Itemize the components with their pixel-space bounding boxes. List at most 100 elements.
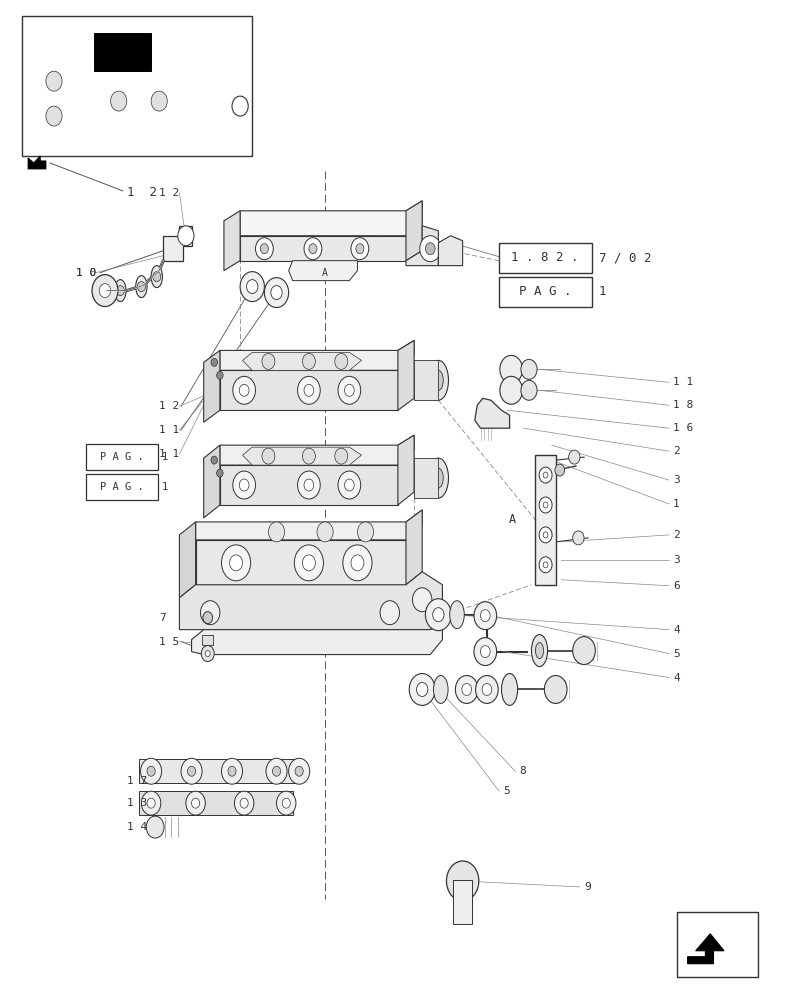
Ellipse shape bbox=[433, 370, 443, 390]
Circle shape bbox=[146, 816, 164, 838]
Circle shape bbox=[203, 612, 212, 624]
Ellipse shape bbox=[114, 280, 126, 302]
Text: 1: 1 bbox=[598, 285, 605, 298]
Circle shape bbox=[334, 353, 347, 369]
Circle shape bbox=[572, 531, 583, 545]
Text: 7: 7 bbox=[159, 613, 165, 623]
Polygon shape bbox=[474, 398, 509, 428]
Circle shape bbox=[419, 236, 440, 262]
Circle shape bbox=[217, 371, 223, 379]
Polygon shape bbox=[204, 350, 220, 422]
Circle shape bbox=[316, 522, 333, 542]
Text: P A G .: P A G . bbox=[518, 285, 571, 298]
Circle shape bbox=[268, 522, 285, 542]
Text: 1 5: 1 5 bbox=[159, 637, 179, 647]
Circle shape bbox=[416, 682, 427, 696]
Text: 2: 2 bbox=[672, 446, 679, 456]
Bar bbox=[202, 635, 213, 645]
Text: 1 1: 1 1 bbox=[159, 425, 179, 435]
Circle shape bbox=[46, 106, 62, 126]
Circle shape bbox=[572, 637, 594, 665]
Circle shape bbox=[211, 456, 217, 464]
Circle shape bbox=[262, 448, 275, 464]
Circle shape bbox=[240, 798, 248, 808]
Circle shape bbox=[178, 226, 194, 246]
Polygon shape bbox=[288, 261, 357, 281]
Circle shape bbox=[297, 376, 320, 404]
Bar bbox=[414, 360, 438, 400]
Polygon shape bbox=[397, 435, 414, 505]
Circle shape bbox=[425, 243, 435, 255]
Circle shape bbox=[543, 472, 547, 478]
Circle shape bbox=[474, 638, 496, 666]
Text: 3: 3 bbox=[672, 475, 679, 485]
Polygon shape bbox=[397, 340, 414, 410]
Circle shape bbox=[409, 674, 435, 705]
Circle shape bbox=[233, 376, 255, 404]
Polygon shape bbox=[195, 540, 406, 585]
Circle shape bbox=[228, 766, 236, 776]
Text: 1: 1 bbox=[161, 452, 168, 462]
Text: 5: 5 bbox=[672, 649, 679, 659]
Text: 1 0: 1 0 bbox=[75, 268, 96, 278]
Circle shape bbox=[147, 766, 155, 776]
Circle shape bbox=[350, 555, 363, 571]
Circle shape bbox=[262, 353, 275, 369]
Ellipse shape bbox=[135, 276, 147, 298]
Ellipse shape bbox=[433, 676, 448, 703]
Bar bbox=[453, 880, 472, 924]
Text: P A G .: P A G . bbox=[100, 482, 144, 492]
Circle shape bbox=[539, 557, 551, 573]
Ellipse shape bbox=[449, 601, 464, 629]
Bar bbox=[86, 474, 157, 500]
Circle shape bbox=[288, 758, 309, 784]
Polygon shape bbox=[220, 435, 414, 465]
Bar bbox=[22, 16, 252, 156]
Circle shape bbox=[500, 376, 522, 404]
Circle shape bbox=[271, 286, 282, 300]
Polygon shape bbox=[406, 226, 438, 266]
Circle shape bbox=[211, 358, 217, 366]
Circle shape bbox=[543, 676, 566, 703]
Polygon shape bbox=[534, 455, 555, 585]
Polygon shape bbox=[438, 236, 462, 266]
Bar bbox=[499, 277, 591, 307]
Ellipse shape bbox=[534, 643, 543, 659]
Text: 1 2: 1 2 bbox=[159, 401, 179, 411]
Circle shape bbox=[141, 791, 161, 815]
Circle shape bbox=[342, 545, 371, 581]
Text: 1 7: 1 7 bbox=[127, 776, 147, 786]
Circle shape bbox=[116, 286, 124, 296]
Text: 1: 1 bbox=[672, 499, 679, 509]
Ellipse shape bbox=[427, 458, 448, 498]
Polygon shape bbox=[240, 236, 406, 261]
Bar bbox=[499, 243, 591, 273]
Circle shape bbox=[350, 238, 368, 260]
Polygon shape bbox=[220, 465, 397, 505]
Circle shape bbox=[357, 522, 373, 542]
Circle shape bbox=[480, 646, 490, 658]
Polygon shape bbox=[195, 510, 422, 540]
Circle shape bbox=[308, 244, 316, 254]
Circle shape bbox=[191, 798, 200, 808]
Circle shape bbox=[217, 469, 223, 477]
Circle shape bbox=[152, 272, 161, 282]
Text: 4: 4 bbox=[672, 673, 679, 683]
Circle shape bbox=[282, 798, 290, 808]
Circle shape bbox=[140, 758, 161, 784]
Circle shape bbox=[294, 766, 303, 776]
Circle shape bbox=[297, 471, 320, 499]
Polygon shape bbox=[163, 226, 191, 261]
Circle shape bbox=[221, 758, 242, 784]
Circle shape bbox=[474, 602, 496, 630]
Text: 9: 9 bbox=[583, 882, 590, 892]
Text: A: A bbox=[508, 513, 516, 526]
Circle shape bbox=[432, 608, 444, 622]
Polygon shape bbox=[220, 340, 414, 370]
Circle shape bbox=[239, 384, 249, 396]
Polygon shape bbox=[94, 33, 151, 71]
Bar bbox=[86, 444, 157, 470]
Text: 8: 8 bbox=[519, 766, 526, 776]
Circle shape bbox=[539, 497, 551, 513]
Polygon shape bbox=[204, 445, 220, 518]
